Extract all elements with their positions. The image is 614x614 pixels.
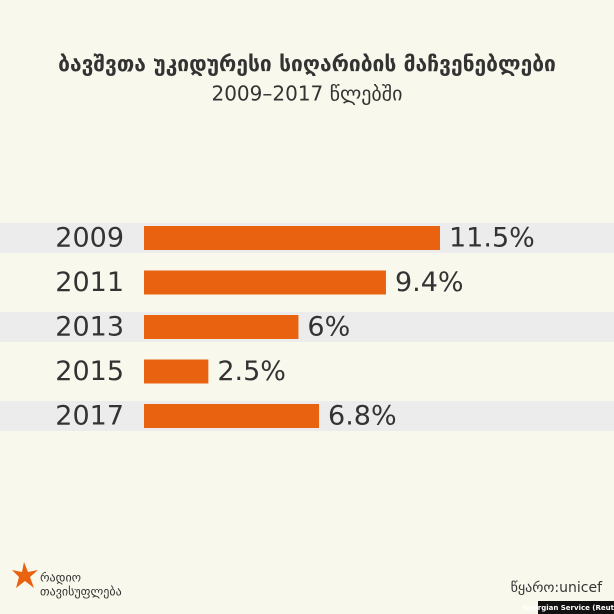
row-stripe (0, 312, 614, 342)
value-label: 6% (307, 312, 350, 343)
bar (144, 404, 320, 428)
logo-text: თავისუფლება (40, 585, 122, 599)
value-label: 9.4% (395, 267, 464, 298)
bar (144, 359, 209, 384)
bar (144, 226, 440, 250)
source: წყარო:unicef (511, 579, 603, 596)
value-label: 2.5% (217, 356, 286, 387)
value-label: 6.8% (328, 401, 397, 432)
chart-title: ბავშვთა უკიდურესი სიღარიბის მაჩვენებლები (58, 52, 556, 76)
y-tick-label: 2013 (55, 312, 124, 343)
y-tick-label: 2015 (55, 356, 124, 387)
bar (144, 315, 299, 339)
chart-subtitle: 2009–2017 წლებში (211, 82, 402, 106)
bar (144, 270, 386, 295)
credit-box (538, 601, 614, 614)
credit: Georgian Service (Reuters) (522, 604, 614, 612)
y-tick-label: 2009 (55, 223, 124, 254)
logo-text: რადიო (40, 571, 81, 585)
y-tick-label: 2017 (55, 401, 124, 432)
y-tick-label: 2011 (55, 267, 124, 298)
logo (12, 562, 38, 588)
logo-icon (12, 562, 38, 588)
value-label: 11.5% (449, 223, 535, 254)
